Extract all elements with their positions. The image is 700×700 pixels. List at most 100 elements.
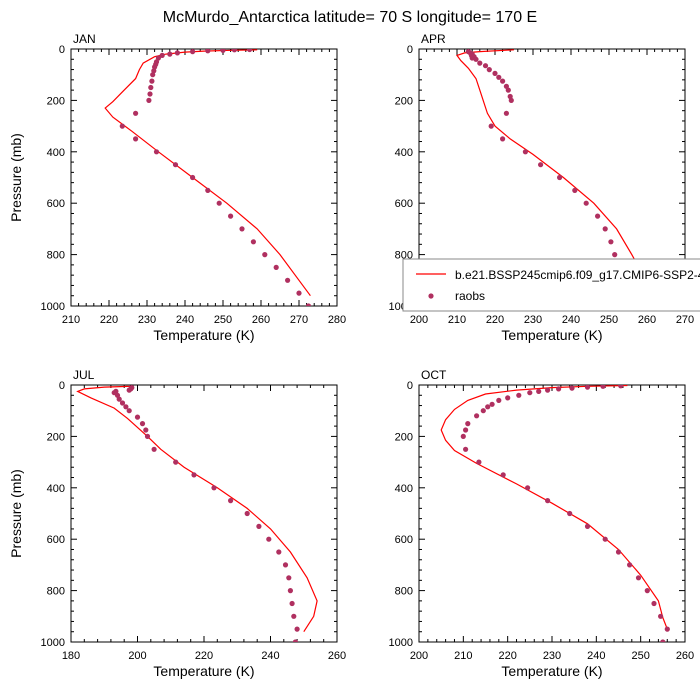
- x-tick-label: 240: [261, 650, 279, 662]
- raobs-point: [477, 60, 483, 66]
- raobs-point: [474, 413, 480, 419]
- y-tick-label: 0: [59, 380, 65, 392]
- raobs-point: [463, 427, 469, 433]
- x-tick-label: 210: [62, 314, 80, 326]
- raobs-point: [488, 123, 494, 129]
- raobs-point: [496, 397, 502, 403]
- raobs-point: [250, 239, 256, 245]
- raobs-point: [150, 72, 156, 78]
- raobs-point: [289, 600, 295, 607]
- y-tick-label: 0: [59, 44, 65, 56]
- raobs-point: [664, 626, 670, 632]
- raobs-point: [595, 213, 601, 219]
- panel-label: JAN: [73, 32, 96, 46]
- raobs-point: [545, 498, 551, 504]
- x-tick-label: 200: [410, 314, 428, 326]
- x-tick-label: 230: [543, 650, 561, 662]
- x-tick-label: 260: [328, 650, 346, 662]
- x-tick-label: 210: [448, 314, 466, 326]
- raobs-point: [220, 49, 226, 53]
- raobs-point: [294, 626, 300, 632]
- raobs-point: [228, 498, 234, 504]
- raobs-point: [292, 639, 298, 642]
- raobs-point: [486, 67, 492, 73]
- x-tick-label: 220: [498, 650, 516, 662]
- x-tick-label: 270: [290, 314, 308, 326]
- raobs-point: [538, 162, 544, 168]
- raobs-point: [482, 63, 489, 69]
- x-tick-label: 260: [638, 314, 656, 326]
- raobs-point: [151, 446, 157, 452]
- raobs-point: [143, 427, 149, 433]
- y-tick-label: 400: [47, 147, 65, 159]
- raobs-point: [262, 252, 268, 258]
- y-tick-label: 600: [395, 534, 413, 546]
- raobs-point: [545, 387, 551, 393]
- raobs-point: [536, 388, 542, 394]
- x-axis-label: Temperature (K): [153, 327, 254, 343]
- raobs-point: [276, 549, 282, 555]
- y-tick-label: 1000: [41, 637, 65, 649]
- raobs-point: [463, 446, 469, 452]
- raobs-point: [572, 187, 578, 193]
- raobs-point: [147, 91, 153, 97]
- raobs-point: [522, 149, 529, 155]
- raobs-point: [146, 97, 152, 103]
- model-profile-line: [456, 49, 656, 295]
- plot-frame: [418, 384, 686, 643]
- raobs-point: [557, 174, 563, 181]
- y-tick-label: 400: [395, 147, 413, 159]
- raobs-point: [503, 110, 509, 116]
- y-tick-label: 200: [47, 431, 65, 443]
- model-profile-line: [440, 385, 668, 630]
- x-tick-label: 240: [562, 314, 580, 326]
- raobs-point: [600, 385, 606, 389]
- panel-jul: 180 200 220 240 260 0 200 400 600 800 1000 Temperat…: [8, 368, 346, 679]
- raobs-point: [239, 226, 245, 232]
- raobs-point: [167, 51, 173, 57]
- raobs-point: [190, 49, 196, 55]
- figure-title: McMurdo_Antarctica latitude= 70 S longit…: [163, 9, 537, 26]
- raobs-point: [500, 136, 506, 142]
- x-tick-label: 270: [676, 314, 694, 326]
- legend: b.e21.BSSP245cmip6.f09_g17.CMIP6-SSP2-4.…: [402, 258, 700, 312]
- raobs-point: [296, 290, 302, 296]
- y-tick-label: 600: [47, 534, 65, 546]
- raobs-point: [476, 459, 482, 465]
- raobs-point: [190, 174, 196, 181]
- raobs-point: [139, 421, 146, 427]
- raobs-point: [205, 187, 211, 193]
- raobs-point: [608, 239, 614, 245]
- raobs-point: [126, 387, 132, 393]
- raobs-point: [231, 49, 237, 53]
- panel-label: JUL: [73, 368, 95, 382]
- raobs-point: [492, 70, 498, 76]
- y-tick-label: 200: [395, 95, 413, 107]
- legend-box: [402, 258, 700, 312]
- y-tick-label: 200: [395, 431, 413, 443]
- raobs-point: [569, 385, 575, 391]
- x-tick-label: 200: [128, 650, 146, 662]
- raobs-point: [584, 523, 591, 530]
- x-tick-label: 220: [195, 650, 213, 662]
- raobs-point: [525, 485, 531, 491]
- raobs-point: [211, 485, 217, 491]
- raobs-point: [473, 56, 479, 62]
- x-tick-label: 260: [252, 314, 270, 326]
- raobs-point: [149, 78, 155, 84]
- y-tick-label: 0: [407, 44, 413, 56]
- plot-frame: [70, 384, 338, 643]
- raobs-point: [173, 459, 179, 465]
- raobs-point: [615, 549, 622, 555]
- raobs-point: [126, 408, 132, 414]
- model-profile-line: [76, 385, 318, 633]
- x-tick-label: 240: [587, 650, 605, 662]
- model-profile-line: [104, 49, 311, 297]
- raobs-point: [291, 613, 297, 619]
- raobs-point: [618, 385, 624, 389]
- raobs-point: [287, 588, 293, 594]
- x-tick-label: 250: [214, 314, 232, 326]
- raobs-point: [508, 97, 514, 103]
- x-tick-label: 230: [138, 314, 156, 326]
